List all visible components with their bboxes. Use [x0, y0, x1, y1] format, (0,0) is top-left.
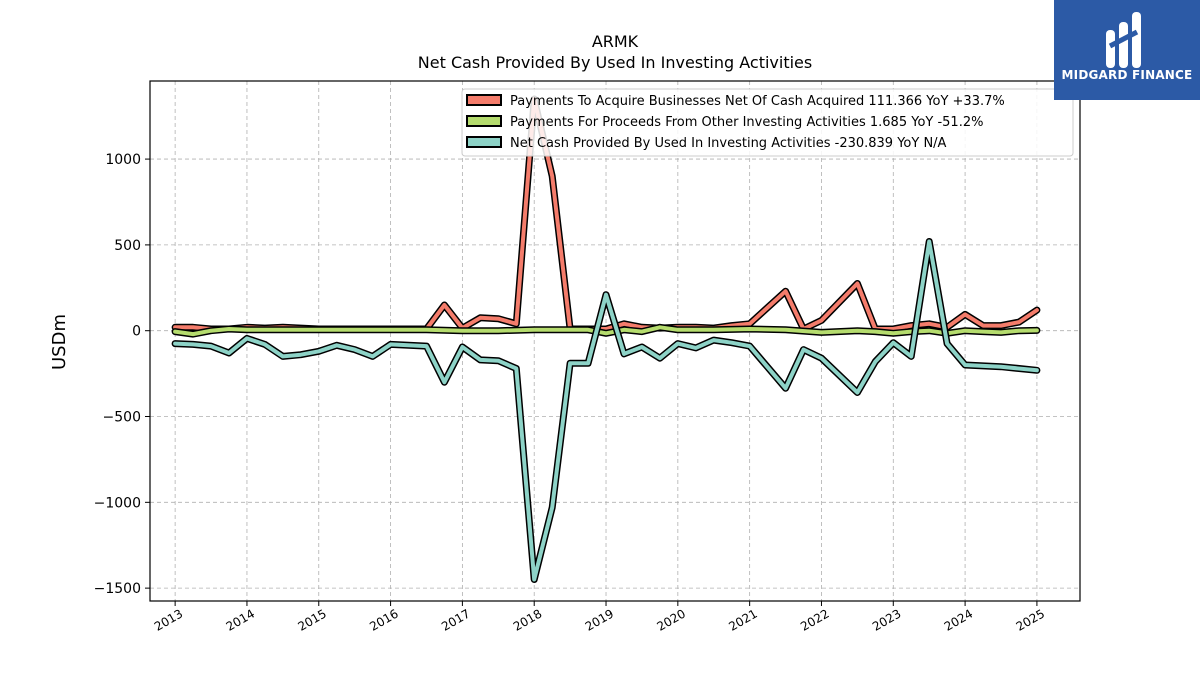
- x-tick-label: 2015: [295, 606, 328, 633]
- logo-mark-icon: [1106, 12, 1141, 68]
- x-tick-label: 2025: [1014, 606, 1047, 633]
- x-tick-label: 2021: [726, 606, 759, 633]
- x-tick-label: 2020: [655, 606, 688, 633]
- legend: Payments To Acquire Businesses Net Of Ca…: [461, 88, 1074, 157]
- series-lines: [171, 95, 1041, 583]
- x-tick-label: 2024: [942, 606, 975, 633]
- legend-entry-2: Payments For Proceeds From Other Investi…: [510, 115, 983, 130]
- legend-swatch-2: [466, 115, 502, 127]
- x-tick-label: 2016: [367, 606, 400, 633]
- y-tick-label: 500: [114, 238, 141, 254]
- series-line-2: [173, 325, 1039, 337]
- y-tick-label: −500: [103, 410, 141, 426]
- grid-lines: [150, 81, 1080, 601]
- series-line-3: [173, 239, 1039, 582]
- x-tick-label: 2022: [798, 606, 831, 633]
- legend-entry-1: Payments To Acquire Businesses Net Of Ca…: [510, 94, 1005, 109]
- legend-swatch-1: [466, 94, 502, 106]
- plot-frame: [149, 80, 1081, 602]
- legend-swatch-3: [466, 136, 502, 148]
- logo-text: MIDGARD FINANCE: [1061, 68, 1193, 82]
- x-tick-label: 2014: [224, 606, 257, 633]
- chart-subtitle: Net Cash Provided By Used In Investing A…: [418, 53, 812, 72]
- y-tick-label: −1000: [94, 495, 141, 511]
- x-tick-label: 2017: [439, 606, 472, 633]
- y-tick-label: 1000: [105, 152, 141, 168]
- x-tick-label: 2023: [870, 606, 903, 633]
- x-axis: 2013 2014 2015 2016 2017 2018 2019 2020 2021 2022…: [152, 601, 1047, 634]
- x-tick-label: 2018: [511, 606, 544, 633]
- midgard-finance-logo: MIDGARD FINANCE: [1054, 0, 1200, 100]
- legend-entry-3: Net Cash Provided By Used In Investing A…: [510, 136, 947, 151]
- x-tick-label: 2013: [152, 606, 185, 633]
- y-axis: −1500 −1000 −500 0 500 1000: [94, 152, 150, 597]
- x-tick-label: 2019: [583, 606, 616, 633]
- y-tick-label: 0: [132, 324, 141, 340]
- y-tick-label: −1500: [94, 581, 141, 597]
- chart-title: ARMK: [592, 32, 639, 51]
- y-axis-label: USDm: [49, 314, 70, 370]
